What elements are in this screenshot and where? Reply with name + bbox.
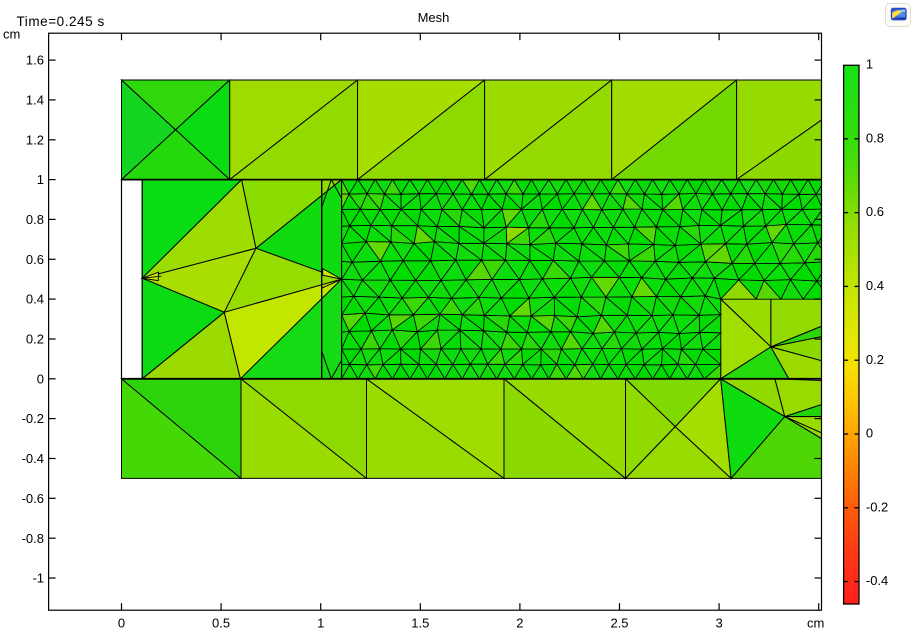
svg-text:0.2: 0.2 xyxy=(26,332,44,347)
svg-text:cm: cm xyxy=(3,26,20,41)
svg-text:0: 0 xyxy=(37,371,44,386)
svg-text:0.4: 0.4 xyxy=(866,278,884,293)
svg-text:0.5: 0.5 xyxy=(212,616,230,631)
svg-text:2: 2 xyxy=(516,616,523,631)
svg-text:1.5: 1.5 xyxy=(411,616,429,631)
svg-text:1: 1 xyxy=(37,172,44,187)
svg-text:-0.4: -0.4 xyxy=(866,573,888,588)
svg-text:0: 0 xyxy=(118,616,125,631)
svg-text:-0.2: -0.2 xyxy=(22,411,44,426)
svg-text:0.8: 0.8 xyxy=(26,212,44,227)
svg-text:cm: cm xyxy=(807,616,824,631)
svg-text:-0.2: -0.2 xyxy=(866,499,888,514)
svg-text:Time=0.245 s: Time=0.245 s xyxy=(17,14,105,29)
svg-text:0.6: 0.6 xyxy=(866,204,884,219)
svg-text:0.4: 0.4 xyxy=(26,292,44,307)
svg-text:-0.6: -0.6 xyxy=(22,491,44,506)
svg-text:1: 1 xyxy=(317,616,324,631)
svg-text:0: 0 xyxy=(866,426,873,441)
svg-text:2.5: 2.5 xyxy=(610,616,628,631)
svg-text:-0.4: -0.4 xyxy=(22,451,44,466)
svg-text:3: 3 xyxy=(715,616,722,631)
svg-text:1: 1 xyxy=(866,57,873,72)
svg-text:0.2: 0.2 xyxy=(866,352,884,367)
svg-text:1.6: 1.6 xyxy=(26,53,44,68)
svg-text:1.2: 1.2 xyxy=(26,132,44,147)
svg-text:0.6: 0.6 xyxy=(26,252,44,267)
svg-text:0.8: 0.8 xyxy=(866,130,884,145)
svg-text:1.4: 1.4 xyxy=(26,93,44,108)
svg-text:Mesh: Mesh xyxy=(418,10,450,25)
svg-text:-1: -1 xyxy=(32,571,44,586)
svg-text:-0.8: -0.8 xyxy=(22,531,44,546)
